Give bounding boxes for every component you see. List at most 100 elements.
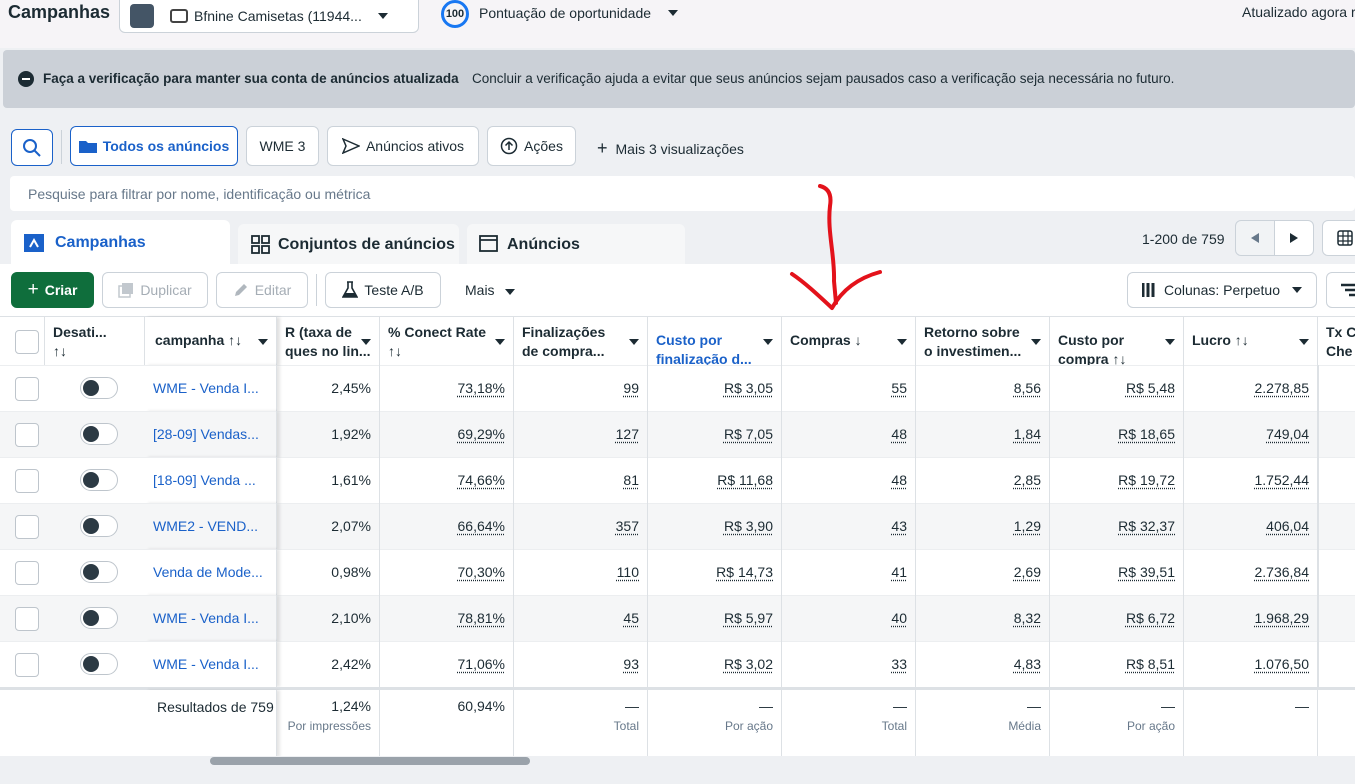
header-line: Finalizações <box>522 324 606 340</box>
metric-cell: 2,42% <box>277 641 380 687</box>
column-header[interactable]: Finalizações de compra... <box>514 317 648 365</box>
scrollbar-thumb[interactable] <box>210 757 530 765</box>
header-line: Che <box>1326 343 1353 359</box>
view-label: Todos os anúncios <box>102 138 230 154</box>
campaign-name[interactable]: WME - Venda I... <box>145 641 277 687</box>
toggle[interactable] <box>80 377 118 399</box>
metric-cell: 1,92% <box>277 411 380 457</box>
column-header[interactable]: Tx C Che <box>1318 317 1355 365</box>
tab[interactable] <box>238 224 459 266</box>
footer-value: 1,24% <box>331 698 371 714</box>
column-header[interactable]: Custo por compra ↑↓ <box>1050 317 1184 365</box>
more-button[interactable]: Mais <box>465 282 515 298</box>
campaign-name[interactable]: WME - Venda I... <box>145 595 277 641</box>
metric-cell: R$ 32,37 <box>1050 503 1184 549</box>
row-checkbox[interactable] <box>15 423 39 447</box>
sort-dropdown <box>1031 339 1041 345</box>
toggle-knob <box>83 380 99 396</box>
row-checkbox[interactable] <box>15 561 39 585</box>
column-header[interactable]: Retorno sobre o investimen... <box>916 317 1050 365</box>
sort-dropdown <box>897 339 907 345</box>
column-header[interactable]: Lucro ↑↓ <box>1184 317 1318 365</box>
view-button[interactable]: Ações <box>487 126 576 166</box>
cell-text: R$ 11,68 <box>717 472 773 488</box>
row-checkbox[interactable] <box>15 653 39 677</box>
campaign-name[interactable]: [18-09] Venda ... <box>145 457 277 503</box>
view-button[interactable]: WME 3 <box>246 126 319 166</box>
table-settings[interactable] <box>1322 220 1355 256</box>
sort-dropdown <box>763 339 773 345</box>
cell-text: 33 <box>891 656 907 672</box>
toggle[interactable] <box>80 423 118 445</box>
row-checkbox[interactable] <box>15 515 39 539</box>
campaign-name[interactable]: Venda de Mode... <box>145 549 277 595</box>
prev-page[interactable] <box>1235 220 1275 256</box>
toggle[interactable] <box>80 607 118 629</box>
edit-button[interactable]: Editar <box>216 272 308 308</box>
select-all-checkbox[interactable] <box>15 330 39 354</box>
cell-text: 43 <box>891 518 907 534</box>
overflow-cell <box>1318 411 1355 457</box>
metric-cell: 45 <box>514 595 648 641</box>
view-button[interactable]: Anúncios ativos <box>327 126 479 166</box>
toggle[interactable] <box>80 469 118 491</box>
metric-cell: R$ 5,48 <box>1050 365 1184 411</box>
toggle[interactable] <box>80 653 118 675</box>
score-label[interactable]: Pontuação de oportunidade <box>479 5 652 21</box>
view-button[interactable]: Todos os anúncios <box>70 126 238 166</box>
footer-cell: 60,94% <box>380 690 514 757</box>
ab-test-button[interactable]: Teste A/B <box>325 272 441 308</box>
metric-cell: 0,98% <box>277 549 380 595</box>
footer-value: — <box>1027 698 1041 714</box>
sort-dropdown <box>629 339 639 345</box>
metric-cell: R$ 6,72 <box>1050 595 1184 641</box>
toggle-knob <box>83 518 99 534</box>
overflow-cell <box>1318 641 1355 687</box>
column-header[interactable]: Custo por finalização d... <box>648 317 782 365</box>
tab[interactable] <box>467 224 685 266</box>
row-checkbox[interactable] <box>15 469 39 493</box>
more-views[interactable]: + Mais 3 visualizações <box>597 138 744 158</box>
cell-text: [28-09] Vendas... <box>153 426 259 442</box>
account-selector[interactable]: Bfnine Camisetas (11944... <box>119 0 419 33</box>
campaign-name[interactable]: WME - Venda I... <box>145 365 277 411</box>
column-header[interactable]: Compras ↓ <box>782 317 916 365</box>
metric-cell: 127 <box>514 411 648 457</box>
header-line: campanha ↑↓ <box>155 332 243 348</box>
banner-title: Faça a verificação para manter sua conta… <box>43 71 459 86</box>
metric-cell: 2,85 <box>916 457 1050 503</box>
toggle[interactable] <box>80 515 118 537</box>
tab-active[interactable] <box>11 220 230 270</box>
cell-text: 1,84 <box>1013 426 1041 442</box>
duplicate-button[interactable]: Duplicar <box>102 272 208 308</box>
column-header[interactable]: % Conect Rate ↑↓ <box>380 317 514 365</box>
metric-cell: 78,81% <box>380 595 514 641</box>
header-line: R (taxa de <box>285 324 352 340</box>
cell-text: 2,07% <box>331 518 371 534</box>
search-field[interactable] <box>10 176 1355 211</box>
metric-cell: 2,07% <box>277 503 380 549</box>
row-checkbox[interactable] <box>15 607 39 631</box>
column-header[interactable]: R (taxa de ques no lin... <box>277 317 380 365</box>
cell-text: 357 <box>615 518 639 534</box>
breakdown-button[interactable] <box>1326 272 1355 308</box>
campaign-name[interactable]: [28-09] Vendas... <box>145 411 277 457</box>
cell-text: R$ 6,72 <box>1125 610 1175 626</box>
next-page[interactable] <box>1274 220 1314 256</box>
toggle-knob <box>83 472 99 488</box>
row-checkbox[interactable] <box>15 377 39 401</box>
toggle[interactable] <box>80 561 118 583</box>
column-header[interactable]: Desati... ↑↓ <box>45 317 145 365</box>
search-button[interactable] <box>11 129 53 166</box>
columns-button[interactable]: Colunas: Perpetuo <box>1127 272 1317 308</box>
cell-text: 2,45% <box>331 380 371 396</box>
page-title: Campanhas <box>8 2 111 22</box>
header-line: Tx C <box>1326 324 1355 340</box>
metric-cell: 8,32 <box>916 595 1050 641</box>
metric-cell: 2.736,84 <box>1184 549 1318 595</box>
create-button[interactable]: + Criar <box>11 272 94 308</box>
footer-line <box>0 687 1355 690</box>
campaign-name[interactable]: WME2 - VEND... <box>145 503 277 549</box>
column-header[interactable]: campanha ↑↓ <box>145 317 277 365</box>
tab-icon <box>479 235 498 252</box>
